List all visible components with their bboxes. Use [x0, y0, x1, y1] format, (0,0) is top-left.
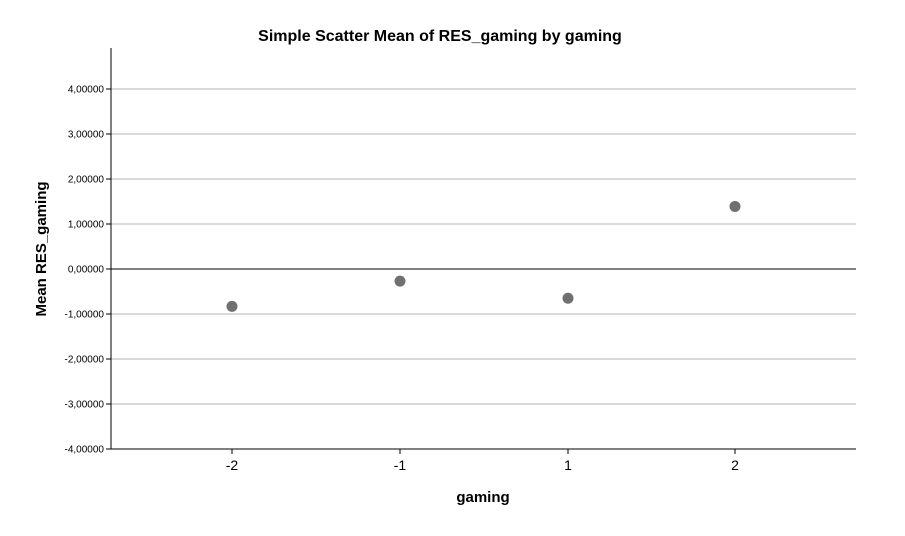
data-point-1 [562, 292, 574, 304]
y-tick-label: 4,00000 [68, 85, 105, 96]
y-tick-label: -1,00000 [65, 310, 105, 321]
y-tick-label: 1,00000 [68, 220, 105, 231]
y-tick-labels: 4,00000 3,00000 2,00000 1,00000 0,00000 -1,00… [65, 85, 105, 456]
data-point--2 [226, 300, 238, 312]
axes [106, 48, 856, 454]
y-tick-label: 3,00000 [68, 130, 105, 141]
y-tick-label: -4,00000 [65, 445, 105, 456]
y-tick-label: -3,00000 [65, 400, 105, 411]
data-points [226, 200, 741, 312]
grid-lines [111, 88, 856, 405]
y-tick-label: -2,00000 [65, 355, 105, 366]
data-point-2 [729, 200, 741, 212]
x-tick-label: -1 [394, 457, 407, 473]
x-axis-title: gaming [456, 489, 509, 506]
data-point--1 [394, 275, 406, 287]
x-tick-labels: -2 -1 1 2 [226, 457, 739, 473]
chart-title: Simple Scatter Mean of RES_gaming by gam… [258, 28, 622, 45]
x-tick-label: 1 [564, 457, 572, 473]
y-tick-label: 2,00000 [68, 175, 105, 186]
x-tick-label: -2 [226, 457, 239, 473]
x-tick-label: 2 [731, 457, 739, 473]
y-axis-title: Mean RES_gaming [33, 181, 50, 316]
y-tick-label: 0,00000 [68, 265, 105, 276]
